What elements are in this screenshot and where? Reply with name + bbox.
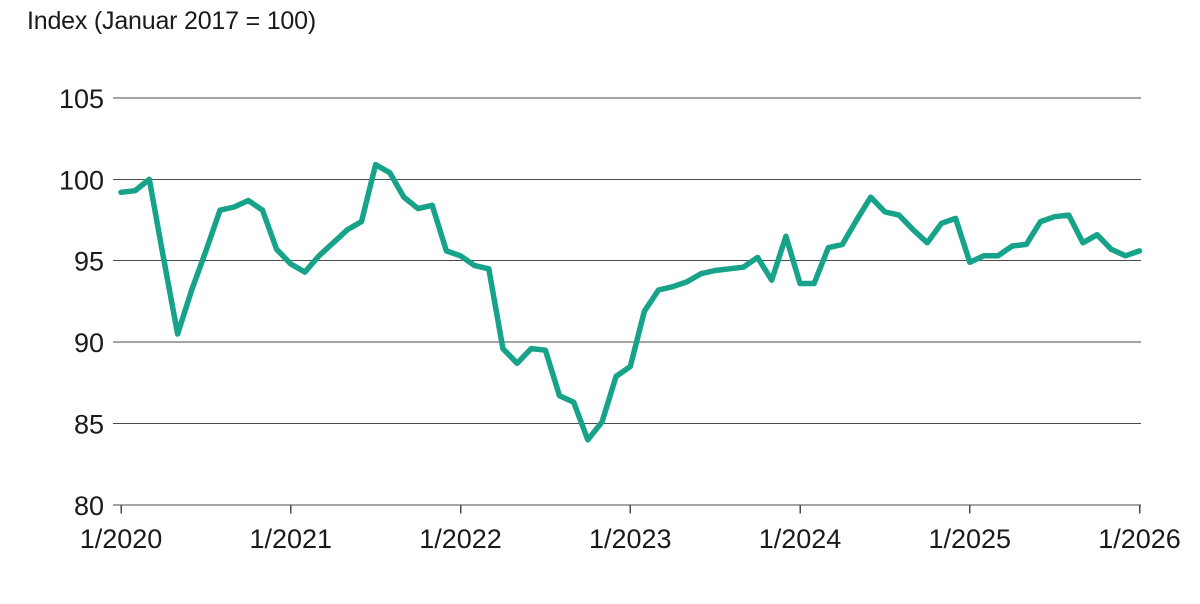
x-axis-label: 1/2025 [928, 524, 1011, 554]
y-axis-label: 90 [74, 328, 104, 358]
y-axis-label: 95 [74, 247, 104, 277]
x-axis-label: 1/2024 [759, 524, 842, 554]
x-axis-label: 1/2021 [249, 524, 332, 554]
data-line [118, 161, 1143, 443]
x-axis-label: 1/2022 [419, 524, 502, 554]
chart-title: Index (Januar 2017 = 100) [27, 7, 316, 35]
x-axis-label: 1/2026 [1098, 524, 1181, 554]
y-axis-label: 100 [59, 165, 104, 195]
y-axis-label: 85 [74, 410, 104, 440]
y-axis-label: 105 [59, 84, 104, 114]
x-axis-label: 1/2020 [80, 524, 163, 554]
x-axis-label: 1/2023 [589, 524, 672, 554]
y-axis-label: 80 [74, 491, 104, 521]
